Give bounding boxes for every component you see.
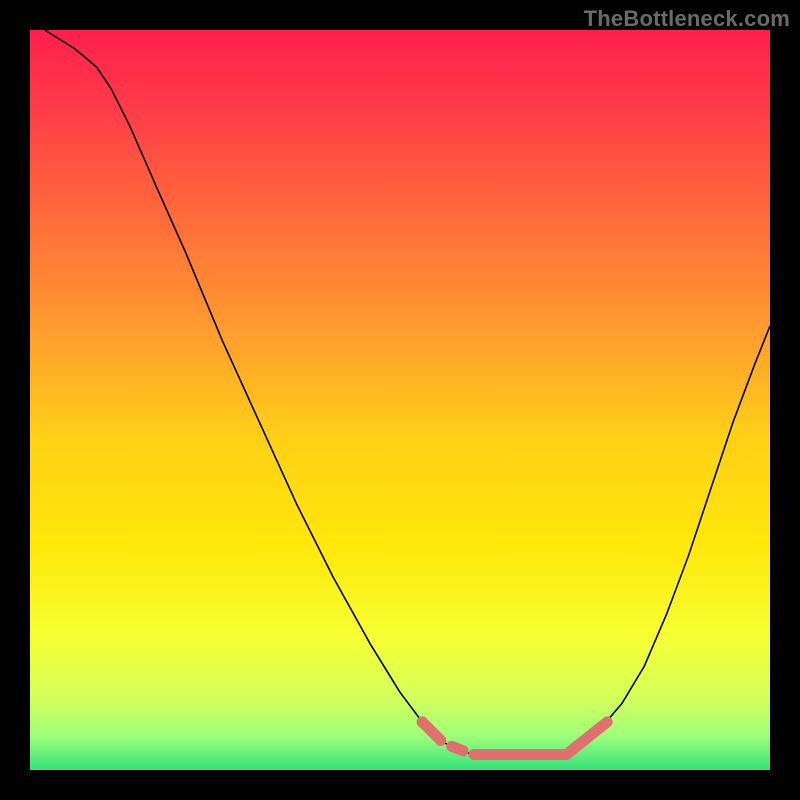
optimal-range-dot [446, 741, 457, 752]
optimal-range-dot [417, 716, 428, 727]
bottleneck-chart: TheBottleneck.com [0, 0, 800, 800]
optimal-range-dot [435, 735, 446, 746]
optimal-range-dot [457, 745, 468, 756]
watermark-text: TheBottleneck.com [584, 6, 790, 32]
chart-svg [0, 0, 800, 800]
